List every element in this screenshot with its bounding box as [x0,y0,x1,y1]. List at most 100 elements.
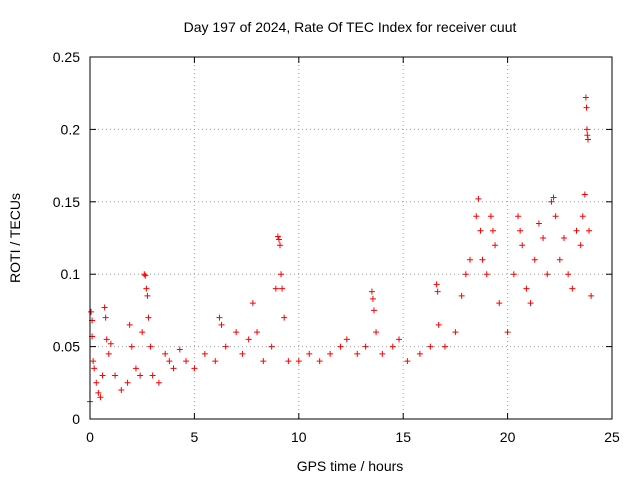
data-point [144,292,151,299]
data-point [90,358,97,365]
data-point [433,281,440,288]
data-point [147,343,154,350]
grid [90,57,612,419]
y-tick-label: 0.25 [53,49,80,65]
data-point [233,329,240,336]
data-point [441,343,448,350]
data-point [166,358,173,365]
data-point [492,242,499,249]
data-point [101,304,108,311]
data-point [584,132,591,139]
data-point [143,285,150,292]
data-point [93,379,100,386]
data-point [337,343,344,350]
data-point [281,314,288,321]
data-point [354,350,361,357]
data-point [124,379,131,386]
x-tick-label: 15 [395,429,411,445]
data-point [584,136,591,143]
data-point [540,235,547,241]
data-point [170,365,177,372]
data-point [565,271,572,278]
axis-ticks: 0 5 10 15 20 25 0 0.05 0.1 0.15 0.2 0.25 [53,49,620,445]
data-point [544,271,551,278]
data-point [191,365,198,372]
data-point [155,379,162,386]
data-point [504,329,511,336]
data-point [548,198,555,205]
data-point [327,350,334,357]
data-point [487,213,494,220]
data-point [295,358,302,365]
data-point [435,321,442,328]
data-point [489,227,496,234]
data-point [149,372,156,379]
data-point [515,213,522,220]
data-point [260,358,267,365]
x-tick-label: 20 [500,429,516,445]
data-point [577,242,584,249]
data-point [95,389,102,396]
data-point [523,285,530,292]
data-point [416,350,423,357]
data-point [483,271,490,278]
data-point [137,372,144,379]
data-point [132,365,139,372]
data-point [556,256,563,263]
data-point [245,336,252,343]
data-point [279,285,286,292]
data-point [216,314,223,321]
data-point [268,343,275,350]
data-point [552,213,559,220]
data-points [87,94,595,405]
data-point [103,336,110,343]
y-tick-label: 0.1 [61,266,81,282]
data-point [475,195,482,202]
y-axis-label: ROTI / TECUs [7,193,23,283]
data-point [112,372,119,379]
data-point [586,227,593,234]
data-point [278,271,285,278]
data-point [389,343,396,350]
data-point [176,346,183,353]
data-point [560,235,567,241]
data-point [579,213,586,220]
data-point [368,288,375,295]
data-point [222,343,229,350]
data-point [126,321,133,328]
x-tick-label: 10 [291,429,307,445]
y-tick-label: 0.05 [53,339,80,355]
data-point [582,94,589,101]
data-point [285,358,292,365]
data-point [370,307,377,314]
data-point [535,220,542,227]
x-tick-label: 0 [86,429,94,445]
data-point [97,394,104,401]
data-point [275,236,282,243]
data-point [583,126,590,133]
data-point [404,358,411,365]
data-point [91,365,98,372]
data-point [141,271,148,278]
data-point [162,350,169,357]
data-point [99,372,106,379]
data-point [239,350,246,357]
data-point [588,292,595,299]
data-point [452,329,459,336]
data-point [427,343,434,350]
data-point [379,350,386,357]
data-point [462,271,469,278]
data-point [458,292,465,299]
x-tick-label: 25 [604,429,620,445]
data-point [201,350,208,357]
data-point [88,308,95,315]
data-point [510,271,517,278]
data-point [369,295,376,302]
plot-frame [89,56,613,420]
data-point [581,191,588,198]
x-tick-label: 5 [191,429,199,445]
data-point [272,285,279,292]
data-point [573,227,580,234]
data-point [396,336,403,343]
